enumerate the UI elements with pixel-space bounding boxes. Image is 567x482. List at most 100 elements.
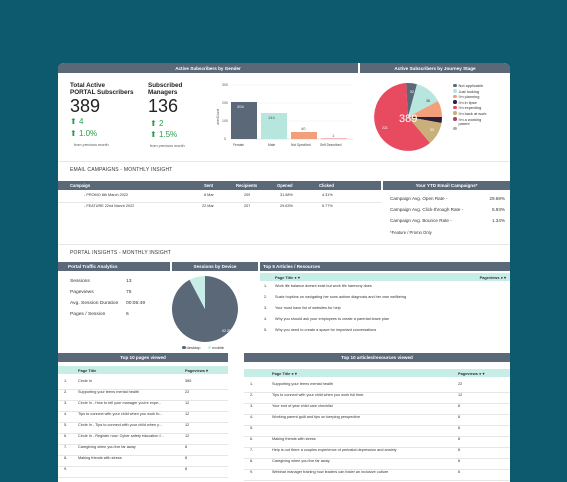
device-header: Sessions by Device bbox=[172, 262, 258, 271]
row-index: 8. bbox=[64, 456, 68, 460]
table-row[interactable]: 4. Working parent guilt and tips on keepi… bbox=[244, 415, 510, 426]
legend-swatch bbox=[453, 83, 457, 87]
row-divider bbox=[58, 202, 381, 203]
col-pageviews-label: Pageviews bbox=[479, 275, 500, 280]
table-row[interactable]: 8. Making friends with stress 8 bbox=[58, 456, 228, 467]
kpi1-value: 389 bbox=[70, 96, 101, 116]
ytd-footnote: *Feature / Promo Only bbox=[390, 230, 432, 235]
row-divider bbox=[244, 457, 510, 459]
col-pageviews[interactable]: Pageviews ● ▾ bbox=[480, 275, 506, 280]
campaign-name: - FEATURE 22nd March 2022 bbox=[84, 204, 135, 208]
campaign-name: - PROMO 8th March 2022 bbox=[84, 193, 129, 197]
table-row[interactable]: 7. Caregiving when you live far away 8 bbox=[58, 445, 228, 456]
chevron-down-icon: ▾ bbox=[504, 275, 506, 280]
slice-not-applicable[interactable] bbox=[408, 82, 417, 117]
legend-item-lipse[interactable]: I'm in lipse bbox=[453, 100, 509, 106]
row-divider bbox=[58, 421, 228, 423]
legend-item-expecting[interactable]: I'm expecting bbox=[453, 105, 509, 111]
pie-label-36: 36 bbox=[426, 99, 430, 103]
slice-expecting[interactable] bbox=[374, 83, 430, 151]
slice-planning[interactable] bbox=[408, 101, 442, 117]
slice-just-looking[interactable] bbox=[408, 84, 438, 117]
ytd-row: Campaign Avg. Bounce Rate - 1.34% bbox=[390, 218, 505, 223]
table-row[interactable]: 5. Circle In - Tips to connect with your … bbox=[58, 423, 228, 434]
legend-item-desktop[interactable]: desktop bbox=[182, 345, 201, 350]
kpi2-delta-count-value: 2 bbox=[158, 119, 164, 128]
kpi2-value: 136 bbox=[148, 96, 179, 116]
row-divider bbox=[58, 388, 228, 390]
table-row[interactable]: 9. Webinar manager training how leaders c… bbox=[244, 470, 510, 481]
bar-label-male: Male bbox=[268, 143, 275, 147]
table-row[interactable]: 8. Caregiving when you live far away 8 bbox=[244, 459, 510, 470]
legend-swatch bbox=[453, 100, 457, 104]
table-row[interactable]: 6. Circle In - Register now: Cyber safety… bbox=[58, 434, 228, 445]
legend-item-working-parent[interactable]: I'm a working bbox=[453, 117, 509, 123]
table-row[interactable]: 9. 8 bbox=[58, 467, 228, 478]
row-index: 6. bbox=[250, 437, 254, 441]
row-title: Making friends with stress bbox=[272, 437, 316, 441]
row-divider bbox=[244, 424, 510, 426]
bar-female[interactable] bbox=[231, 102, 257, 139]
legend-item-planning[interactable]: I'm planning bbox=[453, 94, 509, 100]
col-opened[interactable]: Opened bbox=[277, 183, 293, 188]
campaign-clicked: 4.31% bbox=[322, 193, 333, 197]
table-row[interactable]: 3. Your end of year child care checklist 8 bbox=[244, 404, 510, 415]
col-sent[interactable]: Sent bbox=[204, 183, 214, 188]
slice-mobile[interactable] bbox=[189, 276, 205, 309]
table-row[interactable]: 4. Tips to connect with your child when y… bbox=[58, 412, 228, 423]
row-pageviews: 8 bbox=[458, 448, 461, 452]
col-page-title[interactable]: Page Title ● ▾ bbox=[275, 275, 300, 280]
row-index: 4. bbox=[250, 415, 254, 419]
row-index: 8. bbox=[250, 459, 254, 463]
device-legend: desktop mobile bbox=[182, 345, 224, 350]
col-pageviews[interactable]: Pageviews ● ▾ bbox=[458, 371, 484, 376]
campaign-recipients: 207 bbox=[244, 204, 251, 208]
legend-item-mobile[interactable]: mobile bbox=[207, 345, 224, 350]
row-pageviews: 12 bbox=[185, 434, 190, 438]
gender-chart-header: Active Subscribers by Gender bbox=[58, 63, 358, 73]
ytd-header: Your YTD Email Campaigns* bbox=[383, 181, 510, 190]
bar-not-specified[interactable] bbox=[291, 132, 317, 139]
table-row[interactable]: 1. Circle In 365 bbox=[58, 379, 228, 390]
campaign-row[interactable]: - PROMO 8th March 2022 8 Mar 209 31.58% … bbox=[58, 193, 381, 201]
row-pageviews: 8 bbox=[185, 445, 188, 449]
legend-swatch bbox=[207, 345, 212, 349]
ytd-label: Campaign Avg. Bounce Rate - bbox=[390, 218, 452, 223]
slice-lipse[interactable] bbox=[408, 117, 443, 123]
table-row[interactable]: 3. Circle In - How to tell your manager y… bbox=[58, 401, 228, 412]
table-row[interactable]: 2. Supporting your teens mental health 22 bbox=[58, 390, 228, 401]
traffic-label: Sessions bbox=[70, 279, 90, 284]
legend-swatch bbox=[453, 105, 457, 110]
row-title: Tips to connect with your child when you… bbox=[78, 412, 163, 416]
up-arrow-icon: ⬆ bbox=[70, 129, 77, 138]
traffic-row: Avg. Session Duration 00:05:49 bbox=[70, 301, 165, 306]
campaign-row[interactable]: - FEATURE 22nd March 2022 22 Mar 207 29.… bbox=[58, 204, 381, 212]
table-row[interactable]: 6. Making friends with stress 8 bbox=[244, 437, 510, 448]
row-divider bbox=[244, 435, 510, 437]
slice-working-parent[interactable] bbox=[406, 82, 408, 117]
slice-desktop[interactable] bbox=[171, 276, 238, 342]
table-row[interactable]: 7. Help is out there a couples experience… bbox=[244, 448, 510, 459]
slice-back-at-work[interactable] bbox=[408, 117, 442, 143]
bar-male[interactable] bbox=[261, 113, 287, 139]
col-page-title[interactable]: Page Title bbox=[78, 368, 97, 373]
table-row[interactable]: 2. Tips to connect with your child when y… bbox=[244, 393, 510, 404]
col-campaign[interactable]: Campaign bbox=[70, 183, 91, 188]
table-row[interactable]: 1. Supporting your teens mental health 22 bbox=[244, 382, 510, 393]
row-title: Supporting your teens mental health bbox=[272, 382, 334, 386]
chevron-down-icon: ▾ bbox=[297, 275, 300, 280]
row-divider bbox=[244, 391, 510, 393]
legend-label: I'm back at work bbox=[458, 110, 487, 116]
col-clicked[interactable]: Clicked bbox=[319, 183, 334, 188]
col-pageviews[interactable]: Pageviews ▾ bbox=[185, 368, 208, 373]
row-index: 6. bbox=[64, 434, 68, 438]
col-page-title[interactable]: Page Title ● ▾ bbox=[272, 371, 297, 376]
legend-item-other[interactable] bbox=[453, 126, 509, 132]
legend-label: Not applicable bbox=[458, 83, 484, 88]
legend-item-just-looking[interactable]: Just looking bbox=[453, 89, 509, 95]
legend-item-not-applicable[interactable]: Not applicable bbox=[453, 83, 509, 89]
col-recipients[interactable]: Recipients bbox=[236, 183, 258, 188]
traffic-row: Pages / Session 6 bbox=[70, 312, 165, 317]
table-row[interactable]: 5. 8 bbox=[244, 426, 510, 437]
legend-item-back-at-work[interactable]: I'm back at work bbox=[453, 111, 509, 117]
